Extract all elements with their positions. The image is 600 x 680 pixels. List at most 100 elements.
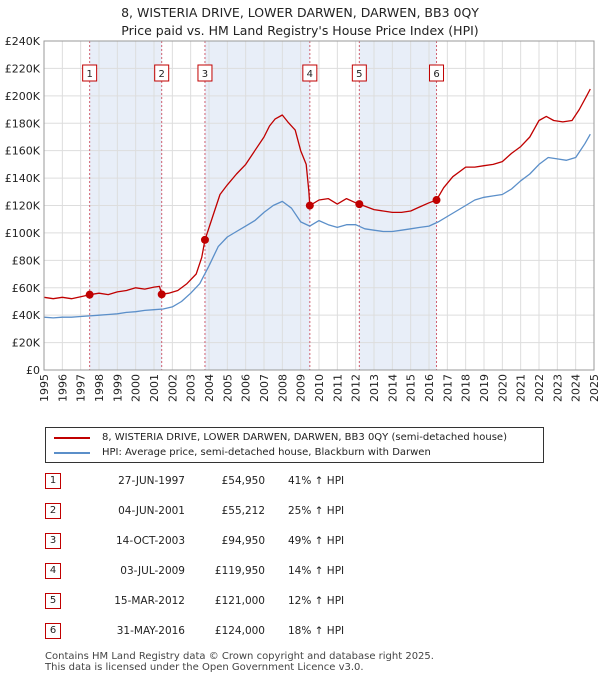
footer-copyright: Contains HM Land Registry data © Crown c… xyxy=(45,651,434,662)
x-tick-label: 2004 xyxy=(203,374,216,402)
sale-point-3 xyxy=(200,235,209,244)
sale-date: 14-OCT-2003 xyxy=(116,535,185,547)
sale-box-label-6: 6 xyxy=(433,69,439,80)
sale-hpi-change: 49% ↑ HPI xyxy=(288,535,345,547)
sale-hpi-change: 41% ↑ HPI xyxy=(288,475,345,487)
sale-price: £54,950 xyxy=(221,475,265,487)
table-row: 3 14-OCT-2003 £94,950 49% ↑ HPI xyxy=(45,533,465,549)
x-tick-label: 2015 xyxy=(405,374,418,402)
sale-point-1 xyxy=(85,290,94,299)
sale-number-badge: 6 xyxy=(45,623,61,639)
plot-frame xyxy=(43,40,595,371)
x-tick-label: 2010 xyxy=(313,374,326,402)
y-tick-label: £220K xyxy=(5,62,41,75)
sale-box-label-4: 4 xyxy=(307,69,313,80)
x-tick-label: 1998 xyxy=(93,374,106,402)
sale-number-badge: 5 xyxy=(45,593,61,609)
sale-price: £119,950 xyxy=(214,565,265,577)
y-tick-label: £180K xyxy=(5,117,41,130)
x-tick-label: 1995 xyxy=(38,374,51,402)
y-tick-label: £160K xyxy=(5,145,41,158)
sale-price: £124,000 xyxy=(214,625,265,637)
y-tick-label: £140K xyxy=(5,172,41,185)
sale-box-label-1: 1 xyxy=(86,69,92,80)
chart-legend: 8, WISTERIA DRIVE, LOWER DARWEN, DARWEN,… xyxy=(45,427,544,463)
sale-price: £121,000 xyxy=(214,595,265,607)
property-price-line xyxy=(43,88,591,300)
x-tick-label: 2005 xyxy=(221,374,234,402)
x-tick-label: 1996 xyxy=(56,374,69,402)
x-tick-label: 1997 xyxy=(75,374,88,402)
sale-date: 15-MAR-2012 xyxy=(114,595,185,607)
x-tick-label: 2016 xyxy=(423,374,436,402)
y-tick-label: £200K xyxy=(5,90,41,103)
x-tick-label: 2006 xyxy=(240,374,253,402)
y-tick-label: £0 xyxy=(26,364,40,377)
x-tick-label: 2002 xyxy=(166,374,179,402)
legend-property-label: 8, WISTERIA DRIVE, LOWER DARWEN, DARWEN,… xyxy=(102,432,507,443)
sale-box-4 xyxy=(302,64,318,82)
sale-number-badge: 1 xyxy=(45,473,61,489)
x-tick-label: 2019 xyxy=(478,374,491,402)
legend-hpi-swatch xyxy=(54,452,90,454)
chart-title-line1: 8, WISTERIA DRIVE, LOWER DARWEN, DARWEN,… xyxy=(121,5,479,20)
legend-property-swatch xyxy=(54,437,90,439)
hpi-line xyxy=(43,133,591,319)
sale-number-badge: 4 xyxy=(45,563,61,579)
y-tick-label: £100K xyxy=(5,227,41,240)
x-tick-label: 2023 xyxy=(551,374,564,402)
sale-box-3 xyxy=(197,64,213,82)
sale-price: £55,212 xyxy=(221,505,265,517)
legend-hpi-label: HPI: Average price, semi-detached house,… xyxy=(102,447,431,458)
sale-number-badge: 3 xyxy=(45,533,61,549)
sale-date: 03-JUL-2009 xyxy=(120,565,185,577)
sale-date: 27-JUN-1997 xyxy=(118,475,185,487)
x-tick-label: 2014 xyxy=(386,374,399,402)
x-tick-label: 2018 xyxy=(460,374,473,402)
sale-point-5 xyxy=(355,200,364,209)
x-tick-label: 1999 xyxy=(111,374,124,402)
sale-hpi-change: 12% ↑ HPI xyxy=(288,595,345,607)
x-tick-label: 2007 xyxy=(258,374,271,402)
sale-box-2 xyxy=(154,64,170,82)
x-tick-label: 2025 xyxy=(588,374,600,402)
sale-hpi-change: 25% ↑ HPI xyxy=(288,505,345,517)
x-tick-label: 2024 xyxy=(570,374,583,402)
x-tick-label: 2012 xyxy=(350,374,363,402)
y-tick-label: £80K xyxy=(12,254,41,267)
y-tick-label: £60K xyxy=(12,282,41,295)
sale-point-6 xyxy=(432,196,441,205)
table-row: 1 27-JUN-1997 £54,950 41% ↑ HPI xyxy=(45,473,465,489)
sale-hpi-change: 18% ↑ HPI xyxy=(288,625,345,637)
x-tick-label: 2021 xyxy=(515,374,528,402)
sale-point-2 xyxy=(157,290,166,299)
x-tick-label: 2009 xyxy=(295,374,308,402)
x-tick-label: 2013 xyxy=(368,374,381,402)
footer: Contains HM Land Registry data © Crown c… xyxy=(45,651,434,673)
sale-box-5 xyxy=(351,64,367,82)
sale-box-6 xyxy=(429,64,445,82)
sale-point-4 xyxy=(305,201,314,210)
sale-date: 04-JUN-2001 xyxy=(118,505,185,517)
sale-date: 31-MAY-2016 xyxy=(116,625,185,637)
x-tick-label: 2020 xyxy=(496,374,509,402)
sale-number-badge: 2 xyxy=(45,503,61,519)
y-tick-label: £120K xyxy=(5,200,41,213)
footer-licence: This data is licensed under the Open Gov… xyxy=(45,662,364,673)
x-tick-label: 2022 xyxy=(533,374,546,402)
table-row: 2 04-JUN-2001 £55,212 25% ↑ HPI xyxy=(45,503,465,519)
x-tick-label: 2000 xyxy=(130,374,143,402)
sale-box-label-3: 3 xyxy=(202,69,208,80)
sale-box-label-5: 5 xyxy=(356,69,362,80)
table-row: 4 03-JUL-2009 £119,950 14% ↑ HPI xyxy=(45,563,465,579)
x-tick-label: 2008 xyxy=(276,374,289,402)
x-tick-label: 2011 xyxy=(331,374,344,402)
chart-title-line2: Price paid vs. HM Land Registry's House … xyxy=(121,23,479,38)
y-tick-label: £40K xyxy=(12,309,41,322)
x-tick-label: 2003 xyxy=(185,374,198,402)
y-tick-label: £240K xyxy=(5,35,41,48)
sale-box-label-2: 2 xyxy=(159,69,165,80)
table-row: 5 15-MAR-2012 £121,000 12% ↑ HPI xyxy=(45,593,465,609)
price-chart: 1 2 3 4 5 6 £0 £20K £40K £60K £80K £100K £120K £140K… xyxy=(5,35,600,402)
sale-box-1 xyxy=(82,64,98,82)
